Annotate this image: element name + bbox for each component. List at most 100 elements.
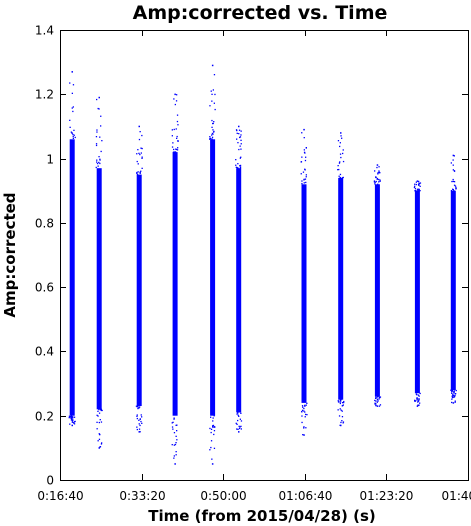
y-axis-label: Amp:corrected <box>1 192 19 317</box>
data-point <box>305 427 307 429</box>
data-point <box>339 408 341 410</box>
data-point <box>418 189 420 191</box>
data-point <box>418 184 420 186</box>
chart-title: Amp:corrected vs. Time <box>133 2 388 24</box>
data-point-extreme <box>71 424 73 427</box>
scan-band <box>373 164 382 407</box>
data-point <box>137 163 139 165</box>
data-point <box>414 190 416 192</box>
data-point <box>239 426 241 428</box>
data-point <box>303 427 305 429</box>
data-point <box>418 404 420 406</box>
data-point <box>419 190 421 192</box>
data-point <box>305 413 307 416</box>
data-point <box>213 426 215 428</box>
data-point <box>375 180 377 183</box>
data-point <box>418 183 420 186</box>
data-point <box>99 158 101 160</box>
data-point <box>339 176 341 179</box>
data-point <box>455 186 457 188</box>
data-point <box>175 148 178 151</box>
y-tick-label: 1 <box>46 153 54 167</box>
data-point <box>375 396 377 398</box>
data-point <box>413 186 416 189</box>
data-point <box>140 170 142 172</box>
data-point <box>98 438 101 440</box>
data-point <box>138 138 141 141</box>
data-point <box>212 420 214 422</box>
scan-band <box>68 71 76 427</box>
data-point <box>342 404 344 406</box>
data-point <box>69 82 71 84</box>
data-point-extreme <box>211 463 214 465</box>
data-point <box>451 401 453 404</box>
data-point <box>139 431 141 433</box>
data-point <box>69 119 71 121</box>
data-point <box>98 412 101 414</box>
data-point-extreme <box>138 431 140 433</box>
scan-band <box>337 132 345 427</box>
data-point-extreme <box>416 180 419 182</box>
data-point <box>240 156 242 158</box>
data-point <box>175 100 178 102</box>
data-point <box>301 132 303 134</box>
data-point <box>301 415 303 417</box>
data-point <box>239 136 241 139</box>
data-point <box>239 166 242 168</box>
y-tick-label: 0.4 <box>35 345 54 359</box>
data-point <box>209 427 211 430</box>
data-point <box>213 430 216 432</box>
data-point <box>340 421 342 424</box>
y-tick-label: 0 <box>46 474 54 488</box>
data-point <box>171 135 173 137</box>
scan-band <box>209 64 216 465</box>
data-point <box>212 426 214 428</box>
data-point <box>73 416 76 418</box>
data-point <box>450 190 453 192</box>
scan-core <box>236 168 242 413</box>
data-point <box>212 129 214 131</box>
data-point <box>453 181 456 183</box>
scan-band <box>450 154 457 404</box>
data-point <box>73 129 75 131</box>
data-point <box>375 402 377 405</box>
y-tick-label: 1.4 <box>35 24 54 38</box>
data-point <box>341 405 343 407</box>
data-point <box>214 108 216 111</box>
data-point <box>341 410 343 412</box>
data-point <box>97 107 99 110</box>
data-point <box>340 156 342 159</box>
data-point <box>451 396 454 399</box>
x-axis: 0:16:40 0:33:20 0:50:00 01:06:40 01:23:20 01:… <box>37 30 471 503</box>
data-point <box>73 423 76 425</box>
data-point <box>304 159 307 162</box>
data-point <box>304 168 306 170</box>
data-point <box>342 149 344 151</box>
data-point <box>453 155 455 157</box>
data-point <box>100 443 103 445</box>
data-point <box>210 416 212 418</box>
data-point <box>240 420 243 422</box>
data-point <box>374 181 376 184</box>
data-point <box>138 423 140 425</box>
data-point <box>71 421 73 423</box>
data-point <box>375 404 377 406</box>
data-point <box>136 417 138 420</box>
data-point <box>100 115 102 117</box>
data-point <box>340 401 342 403</box>
data-point <box>451 398 453 400</box>
data-point <box>338 175 340 177</box>
data-point <box>238 415 240 417</box>
data-point <box>416 398 418 400</box>
data-point <box>174 443 177 446</box>
data-point <box>239 145 241 147</box>
data-point <box>452 189 454 191</box>
data-point <box>454 394 456 396</box>
data-point <box>100 408 102 410</box>
data-point <box>454 185 457 187</box>
data-point <box>212 424 215 427</box>
data-point <box>173 151 176 153</box>
data-point <box>414 400 417 402</box>
data-point <box>99 433 101 436</box>
